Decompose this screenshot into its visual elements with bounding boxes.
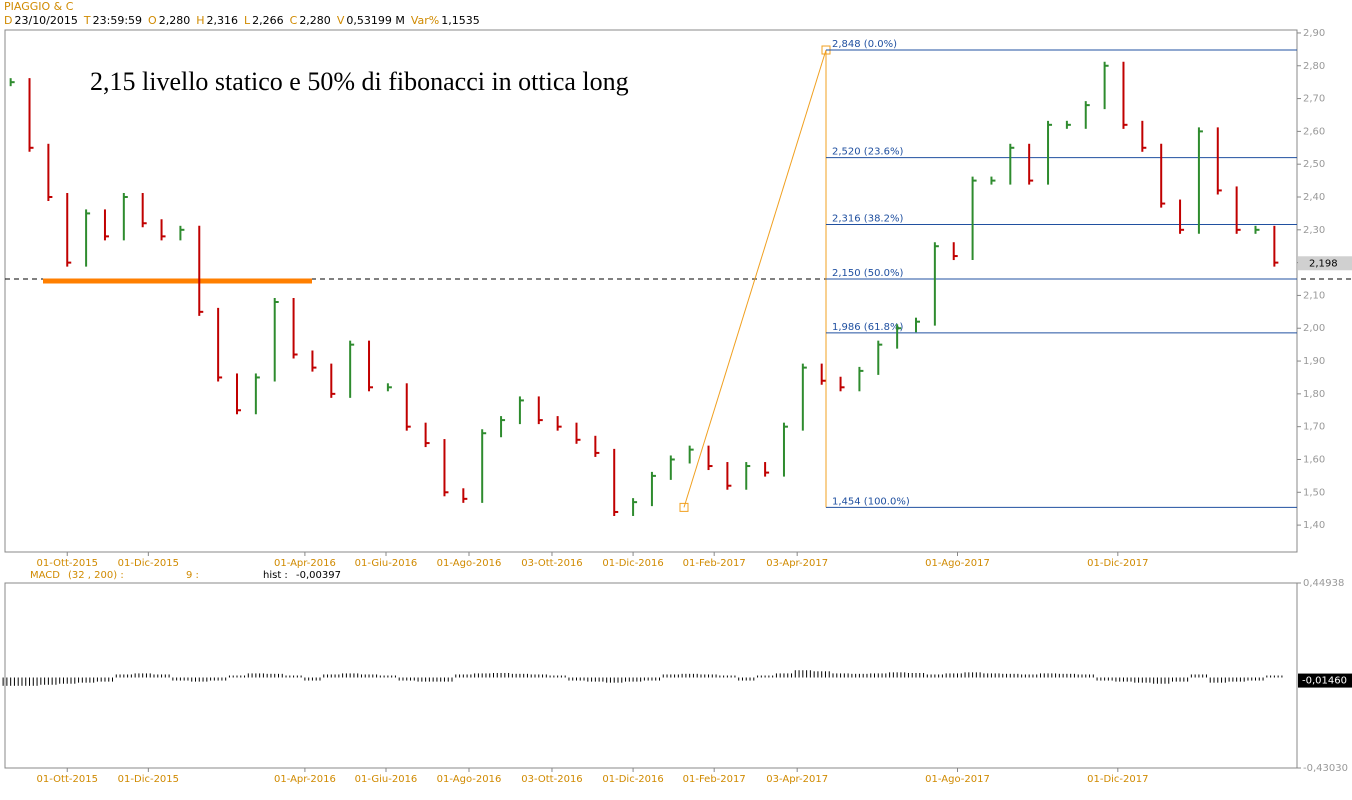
x-tick-label: 01-Apr-2016: [274, 558, 336, 569]
hist-value: -0,00397: [296, 570, 341, 581]
info-key: O: [148, 14, 157, 27]
fib-trend: [683, 49, 827, 508]
fib-label: 1,454 (100.0%): [832, 496, 910, 507]
y-tick-label: 2,50: [1303, 159, 1325, 170]
info-value: 2,316: [206, 14, 238, 27]
fib-label: 1,986 (61.8%): [832, 322, 903, 333]
x-tick-label: 01-Giu-2016: [355, 774, 418, 785]
info-value: 23/10/2015: [14, 14, 78, 27]
x-tick-label: 01-Ago-2017: [925, 774, 990, 785]
y-tick-label: 1,40: [1303, 520, 1325, 531]
x-tick-label: 01-Dic-2016: [602, 774, 663, 785]
last-box: [1298, 673, 1352, 688]
y-tick-label: 2,40: [1303, 192, 1325, 203]
info-key: L: [243, 14, 251, 27]
fib-label: 2,316 (38.2%): [832, 214, 903, 225]
plot-frame: [4, 582, 1298, 769]
y-tick-label: -0,43030: [1303, 763, 1348, 774]
last-label: -0,01460: [1302, 676, 1347, 687]
x-tick-label: 01-Ago-2016: [437, 558, 502, 569]
x-tick-label: 01-Ago-2016: [437, 774, 502, 785]
y-tick-label: 2,00: [1303, 323, 1325, 334]
x-tick-label: 01-Dic-2015: [118, 558, 179, 569]
y-tick-label: 2,80: [1303, 61, 1325, 72]
x-tick-label: 03-Ott-2016: [521, 558, 582, 569]
y-tick-label: 2,70: [1303, 94, 1325, 105]
info-value: 2,266: [252, 14, 284, 27]
annotation: 2,15 livello statico e 50% di fibonacci …: [90, 67, 629, 96]
y-tick-label: 2,60: [1303, 126, 1325, 137]
y-tick-label: 0,44938: [1303, 578, 1344, 589]
price-box: [1298, 256, 1352, 271]
info-key: C: [289, 14, 298, 27]
info-key: D: [4, 14, 13, 27]
info-value: 1,1535: [441, 14, 480, 27]
x-tick-label: 03-Ott-2016: [521, 774, 582, 785]
macd-signal: 9 :: [186, 570, 199, 581]
macd-params: (32 , 200) :: [68, 570, 124, 581]
x-tick-label: 01-Feb-2017: [683, 774, 746, 785]
header: PIAGGIO & C D 23/10/2015 T 23:59:59 O 2,280 H 2…: [4, 0, 480, 28]
x-tick-label: 01-Dic-2017: [1087, 558, 1148, 569]
x-tick-label: 01-Dic-2016: [602, 558, 663, 569]
y-tick-label: 2,90: [1303, 28, 1325, 39]
x-tick-label: 03-Apr-2017: [766, 558, 828, 569]
info-row: D 23/10/2015 T 23:59:59 O 2,280 H 2,316 L 2,266 C 2…: [4, 14, 480, 28]
plot-frame: [4, 29, 1298, 553]
fib-label: 2,848 (0.0%): [832, 39, 897, 50]
info-key: T: [83, 14, 91, 27]
fib-label: 2,150 (50.0%): [832, 268, 903, 279]
info-value: 0,53199 M: [346, 14, 405, 27]
price-label: 2,198: [1309, 258, 1338, 269]
y-tick-label: 1,50: [1303, 487, 1325, 498]
y-tick-label: 2,10: [1303, 290, 1325, 301]
x-tick-label: 01-Giu-2016: [355, 558, 418, 569]
info-value: 2,280: [158, 14, 191, 27]
macd-title: MACD: [30, 570, 60, 581]
instrument-title: PIAGGIO & C: [4, 0, 74, 13]
y-tick-label: 1,90: [1303, 356, 1325, 367]
hist-label: hist :: [263, 570, 288, 581]
info-key: H: [196, 14, 205, 27]
info-key: Var%: [410, 14, 440, 27]
x-tick-label: 01-Apr-2016: [274, 774, 336, 785]
y-tick-label: 2,30: [1303, 225, 1325, 236]
x-tick-label: 01-Ott-2015: [37, 558, 98, 569]
y-tick-label: 1,60: [1303, 454, 1325, 465]
info-value: 2,280: [299, 14, 331, 27]
x-tick-label: 03-Apr-2017: [766, 774, 828, 785]
info-key: V: [336, 14, 345, 27]
fib-anchor: [679, 502, 689, 512]
info-value: 23:59:59: [92, 14, 143, 27]
x-tick-label: 01-Dic-2015: [118, 774, 179, 785]
y-tick-label: 1,80: [1303, 389, 1325, 400]
y-tick-label: 1,70: [1303, 422, 1325, 433]
x-tick-label: 01-Ott-2015: [37, 774, 98, 785]
fib-label: 2,520 (23.6%): [832, 147, 903, 158]
x-tick-label: 01-Ago-2017: [925, 558, 990, 569]
x-tick-label: 01-Dic-2017: [1087, 774, 1148, 785]
x-tick-label: 01-Feb-2017: [683, 558, 746, 569]
